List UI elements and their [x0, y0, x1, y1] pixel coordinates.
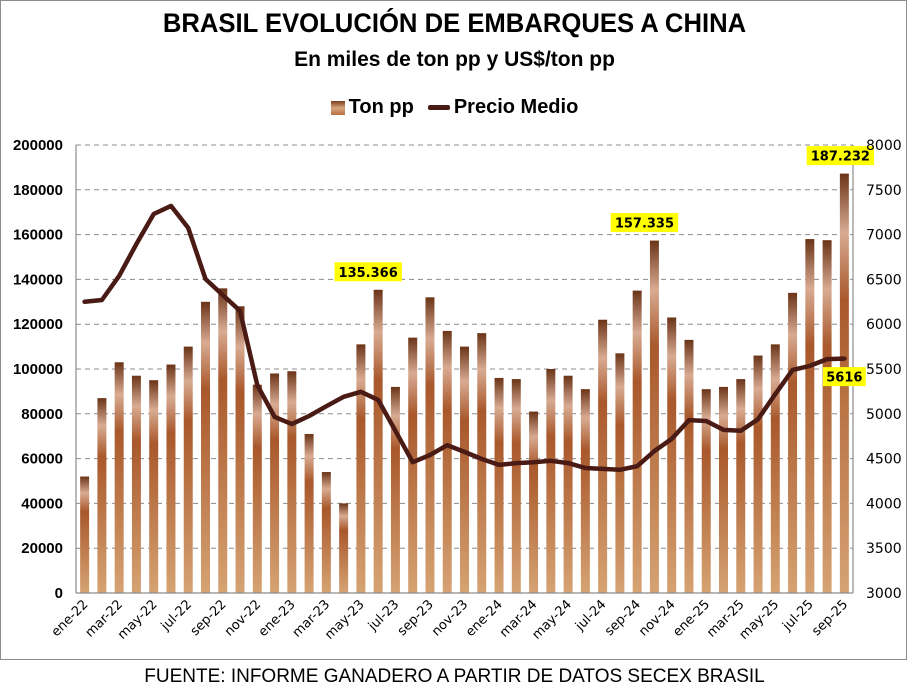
y-right-tick-label: 3500 — [866, 541, 902, 557]
y-right-tick-label: 5500 — [866, 362, 902, 378]
data-labels: 135.366 157.335 187.232 5616 — [334, 146, 875, 387]
legend-line-swatch-icon — [427, 105, 450, 110]
data-label-bg — [806, 146, 875, 166]
x-tick-label: nov-22 — [222, 597, 264, 639]
bar — [149, 380, 159, 593]
y-left-tick-label: 40000 — [21, 495, 63, 512]
y-left-tick-label: 160000 — [13, 227, 63, 244]
y-right-tick-label: 7500 — [866, 183, 902, 199]
x-axis-ticks: ene-22mar-22may-22jul-22sep-22nov-22ene-… — [49, 597, 851, 642]
y-left-tick-label: 60000 — [21, 451, 63, 468]
bar — [753, 355, 763, 593]
data-label-bg — [610, 213, 679, 233]
bar — [580, 389, 590, 593]
y-left-tick-label: 120000 — [13, 316, 63, 333]
bar — [235, 306, 245, 593]
chart-frame — [0, 0, 907, 660]
bar — [667, 317, 677, 593]
bar — [252, 384, 262, 593]
y-axis-left-ticks: 0 20000 40000 60000 80000 100000 120000 140000 1… — [13, 137, 63, 602]
chart-svg: 135.366 157.335 187.232 5616 0 20000 40000 600… — [13, 137, 902, 643]
chart-subtitle: En miles de ton pp y US$/ton pp — [294, 48, 615, 71]
y-left-tick-label: 100000 — [13, 361, 63, 378]
y-left-tick-label: 200000 — [13, 137, 63, 154]
y-right-tick-label: 4500 — [866, 452, 902, 468]
bar — [494, 377, 504, 593]
bar — [529, 411, 539, 593]
legend-item-ton-pp: Ton pp — [330, 96, 414, 119]
bar — [356, 344, 366, 593]
bar — [373, 289, 383, 593]
line-series-precio-medio — [82, 203, 847, 473]
bar — [425, 297, 435, 593]
bar — [477, 333, 487, 593]
legend-bar-swatch-icon — [330, 100, 345, 115]
bar — [321, 472, 331, 593]
bar — [805, 239, 815, 593]
y-left-tick-label: 20000 — [21, 540, 63, 557]
bar — [131, 375, 141, 593]
bar — [442, 330, 452, 593]
source-note: FUENTE: INFORME GANADERO A PARTIR DE DAT… — [144, 666, 765, 687]
data-label: 157.335 — [615, 217, 674, 232]
bar — [270, 373, 280, 593]
bar — [339, 503, 349, 593]
y-right-tick-label: 7000 — [866, 228, 902, 244]
bar — [287, 371, 297, 593]
bar — [701, 389, 711, 593]
bar — [201, 301, 210, 593]
bar — [166, 364, 176, 593]
bar — [460, 346, 469, 593]
y-right-tick-label: 8000 — [866, 138, 902, 154]
x-tick-label: sep-24 — [602, 597, 644, 639]
bar — [304, 433, 314, 593]
bar — [114, 362, 124, 593]
y-right-tick-label: 4000 — [866, 496, 902, 512]
bar — [822, 240, 832, 593]
bar — [97, 398, 107, 593]
bar — [408, 337, 418, 593]
bar — [649, 240, 659, 594]
bar — [719, 386, 728, 593]
bar — [632, 290, 642, 593]
legend-label-precio-medio: Precio Medio — [453, 96, 579, 118]
y-left-tick-label: 0 — [55, 585, 63, 602]
y-right-tick-label: 6000 — [866, 317, 902, 333]
bar — [511, 379, 521, 593]
data-label-bg — [334, 262, 402, 282]
y-axis-right-ticks: 3000 3500 4000 4500 5000 5500 6000 6500 7000 7500… — [866, 138, 902, 602]
bar-series-ton-pp — [80, 173, 849, 594]
bar — [598, 319, 608, 593]
data-label: 135.366 — [339, 266, 398, 281]
chart-title: BRASIL EVOLUCIÓN DE EMBARQUES A CHINA — [162, 8, 747, 38]
x-tick-label: nov-23 — [429, 597, 471, 639]
data-label: 187.232 — [811, 150, 870, 165]
y-left-tick-label: 140000 — [13, 271, 63, 288]
bar — [736, 379, 746, 593]
bar — [615, 353, 625, 593]
x-tick-label: nov-24 — [636, 597, 678, 639]
data-label: 5616 — [826, 371, 862, 386]
data-label-bg — [822, 367, 866, 387]
bar — [563, 375, 573, 593]
x-tick-label: sep-25 — [809, 597, 851, 639]
legend-label-ton-pp: Ton pp — [348, 96, 414, 118]
y-left-tick-label: 180000 — [13, 182, 63, 199]
y-left-tick-label: 80000 — [21, 406, 63, 423]
bar — [788, 292, 798, 593]
bar — [684, 339, 694, 593]
x-tick-label: sep-22 — [188, 597, 230, 639]
bar — [546, 369, 556, 593]
y-right-tick-label: 6500 — [866, 272, 902, 288]
bar — [770, 344, 780, 593]
bar — [218, 288, 228, 593]
y-right-tick-label: 3000 — [866, 586, 902, 602]
bar — [183, 346, 193, 593]
legend-item-precio-medio: Precio Medio — [427, 96, 579, 119]
bar — [80, 476, 90, 593]
legend: Ton pp Precio Medio — [0, 96, 909, 119]
x-tick-label: sep-23 — [395, 597, 437, 639]
bar — [390, 386, 400, 593]
y-right-tick-label: 5000 — [866, 407, 902, 423]
